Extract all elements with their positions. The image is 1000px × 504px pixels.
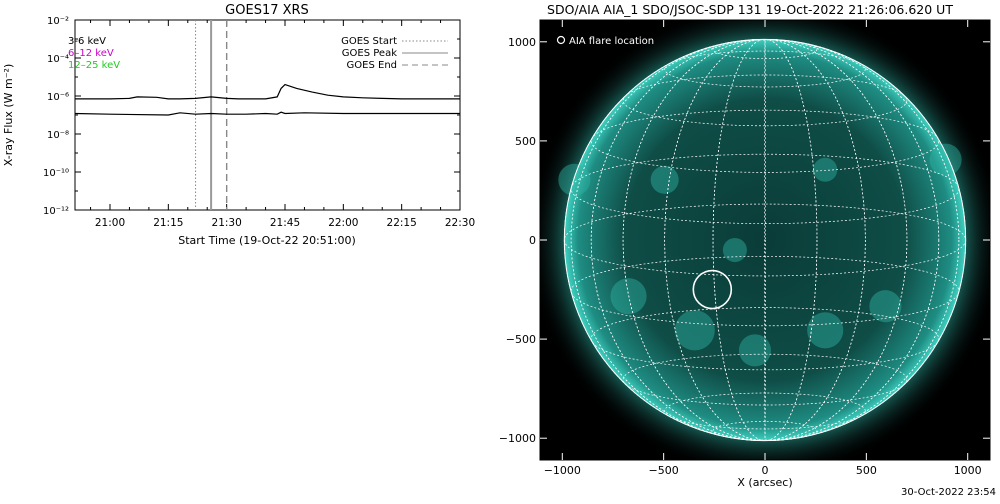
active-region-blob (813, 157, 838, 182)
goes-y-axis: 10⁻¹² 10⁻¹⁰ 10⁻⁸ 10⁻⁶ 10⁻⁴ 10⁻² (43, 16, 460, 217)
y-tick-label: −1000 (500, 432, 536, 445)
aia-sun-image: SDO/AIA AIA_1 SDO/JSOC-SDP 131 19-Oct-20… (499, 2, 991, 489)
y-tick-label: 500 (515, 135, 536, 148)
y-tick-label: 10⁻⁴ (47, 54, 69, 65)
active-region-blob (650, 165, 679, 194)
y-tick-label: 10⁻¹² (43, 206, 69, 217)
aia-limb-outline (563, 38, 967, 442)
x-tick-label: −1000 (544, 464, 581, 477)
footer-timestamp: 30-Oct-2022 23:54 (901, 487, 996, 498)
x-tick-label: 21:15 (153, 217, 183, 229)
y-tick-label: 1000 (508, 36, 536, 49)
x-tick-label: 500 (856, 464, 877, 477)
goes-series-line-1 (75, 83, 460, 100)
active-region-blob (558, 163, 591, 196)
x-tick-label: 22:30 (445, 217, 475, 229)
active-region-blob (869, 290, 902, 323)
flare-location-marker (692, 269, 733, 310)
legend-energy-label: 3-6 keV (68, 36, 106, 47)
x-tick-label: 1000 (954, 464, 982, 477)
y-tick-label: 10⁻¹⁰ (43, 168, 69, 179)
latitude-line (590, 307, 940, 371)
legend-event-label: GOES Start (341, 36, 397, 47)
x-tick-label: 22:15 (387, 217, 417, 229)
x-tick-label: 21:45 (270, 217, 300, 229)
aia-solar-disk (564, 39, 966, 441)
legend-event-label: GOES Peak (342, 48, 397, 59)
x-tick-label: 22:00 (328, 217, 358, 229)
y-tick-label: −500 (506, 333, 536, 346)
latitude-line (712, 421, 818, 441)
y-tick-label: 10⁻⁶ (47, 92, 69, 103)
x-tick-label: 0 (762, 464, 769, 477)
latitude-line (622, 353, 908, 406)
y-tick-label: 0 (529, 234, 536, 247)
legend-event-label: GOES End (347, 60, 397, 71)
goes-x-axis-label: Start Time (19-Oct-22 20:51:00) (178, 234, 356, 247)
x-tick-label: 21:30 (212, 217, 242, 229)
x-tick-label: −500 (649, 464, 679, 477)
flare-legend-symbol (556, 35, 566, 45)
latitude-line (622, 74, 908, 127)
longitude-line (590, 38, 940, 442)
goes-x-axis: 21:00 21:15 21:30 21:45 22:00 22:15 22:30 (90, 20, 475, 229)
latitude-line (712, 39, 818, 59)
longitude-line (712, 38, 818, 442)
active-region-blob (674, 310, 715, 351)
aia-x-axis: −1000 −500 0 500 1000 (544, 20, 982, 477)
y-tick-label: 10⁻⁸ (47, 130, 69, 141)
aia-y-axis: −1000 −500 0 500 1000 (499, 36, 990, 445)
goes-xrs-chart: GOES17 XRS 10⁻¹² 10⁻¹⁰ 10⁻⁸ 10⁻⁶ 10⁻⁴ 10⁻² 21… (2, 3, 475, 247)
legend-energy-label: 6–12 keV (68, 48, 114, 59)
aia-x-axis-label: X (arcsec) (737, 476, 792, 489)
active-region-blob (722, 237, 747, 263)
goes-y-axis-label: X-ray Flux (W m⁻²) (2, 64, 15, 166)
legend-energy-label: 12–25 keV (68, 60, 120, 71)
aia-image-panel: SDO/AIA AIA_1 SDO/JSOC-SDP 131 19-Oct-20… (499, 0, 1000, 500)
goes-series-group (74, 83, 460, 116)
x-tick-label: 21:00 (95, 217, 125, 229)
goes-xrs-panel: GOES17 XRS 10⁻¹² 10⁻¹⁰ 10⁻⁸ 10⁻⁶ 10⁻⁴ 10⁻² 21… (0, 0, 500, 500)
goes-chart-title: GOES17 XRS (225, 3, 309, 18)
aia-image-title: SDO/AIA AIA_1 SDO/JSOC-SDP 131 19-Oct-20… (547, 2, 953, 17)
flare-legend-label: AIA flare location (569, 36, 654, 47)
goes-event-lines (195, 20, 228, 210)
active-region-blob (807, 312, 844, 349)
y-tick-label: 10⁻² (47, 16, 69, 27)
active-region-blob (738, 334, 772, 367)
active-region-blob (929, 143, 962, 176)
goes-series-line-2 (74, 111, 460, 116)
latitude-line (590, 109, 940, 173)
